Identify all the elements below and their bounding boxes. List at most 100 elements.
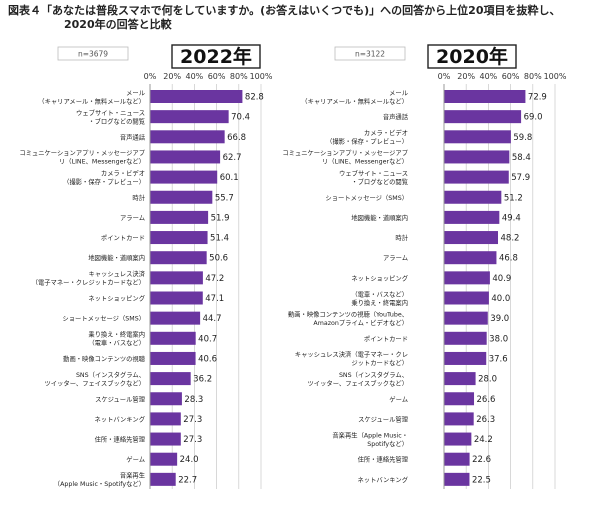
value-label: 47.2 xyxy=(205,274,224,284)
bar xyxy=(444,190,502,204)
bar xyxy=(444,150,510,164)
category-label: ネットバンキング xyxy=(357,475,408,484)
value-label: 51.4 xyxy=(210,234,229,244)
x-tick-label: 100% xyxy=(250,72,273,81)
category-label: SNS（インスタグラム、 xyxy=(339,370,408,379)
value-label: 22.7 xyxy=(178,475,197,485)
value-label: 50.6 xyxy=(209,254,228,264)
bar xyxy=(444,412,474,426)
value-label: 40.7 xyxy=(198,334,217,344)
category-label: （電車・バスなど） xyxy=(351,289,408,298)
bar xyxy=(444,311,488,325)
category-label: SNS（インスタグラム、 xyxy=(76,370,145,379)
bar xyxy=(150,190,213,204)
chart-panel-2022: n=3679 2022年 0% 20% 40% 60% 80% 100% 82.8 メール（キャリ… xyxy=(19,44,273,489)
value-label: 70.4 xyxy=(231,113,250,123)
value-label: 82.8 xyxy=(245,93,264,103)
value-label: 38.0 xyxy=(489,334,508,344)
chart-panel-2020: n=3122 2020年 0% 20% 40% 60% 80% 100% 72.9 メール（キャリ… xyxy=(282,44,567,489)
value-label: 51.9 xyxy=(211,213,230,223)
value-label: 62.7 xyxy=(223,153,242,163)
category-label: ネットショッピング xyxy=(88,294,145,303)
bar xyxy=(150,432,181,446)
x-tick-label: 80% xyxy=(230,72,248,81)
value-label: 27.3 xyxy=(183,415,202,425)
category-label: ツイッター、フェイスブックなど） xyxy=(45,378,146,387)
x-tick-label: 20% xyxy=(457,72,475,81)
figure-title-line2: 2020年の回答と比較 xyxy=(64,18,172,31)
x-tick-label: 20% xyxy=(163,72,181,81)
category-label: ジットカードなど） xyxy=(351,359,408,367)
category-label: 時計 xyxy=(395,233,408,242)
category-label: コミュニケーションアプリ・メッセージアプ xyxy=(19,149,145,157)
value-label: 40.9 xyxy=(492,274,511,284)
figure-title-line1: 図表４「あなたは普段スマホで何をしていますか。(お答えはいくつでも)」への回答か… xyxy=(8,4,561,17)
category-label: キャッシュレス決済 xyxy=(88,269,145,278)
value-label: 27.3 xyxy=(183,435,202,445)
value-label: 39.0 xyxy=(490,314,509,324)
bar xyxy=(150,251,207,265)
x-tick-label: 40% xyxy=(480,72,498,81)
category-label: アラーム xyxy=(383,254,408,262)
bar xyxy=(444,90,526,103)
bar xyxy=(150,170,218,184)
value-label: 40.6 xyxy=(198,354,217,364)
category-label: キャッシュレス決済（電子マネー・クレ xyxy=(295,350,408,359)
n-label: n=3679 xyxy=(78,50,108,59)
bar xyxy=(150,472,176,486)
category-label: 音声通話 xyxy=(120,132,146,141)
value-label: 58.4 xyxy=(512,153,531,163)
category-label: Amazonプライム・ビデオなど） xyxy=(313,318,408,327)
n-label-box xyxy=(334,46,406,61)
bar xyxy=(444,472,470,486)
category-label: ネットバンキング xyxy=(94,414,145,423)
category-label: ・ブログなどの閲覧 xyxy=(351,177,408,186)
value-label: 22.6 xyxy=(472,455,491,465)
x-tick-label: 80% xyxy=(524,72,542,81)
bar xyxy=(444,331,487,345)
bar xyxy=(444,452,470,466)
value-label: 55.7 xyxy=(215,193,234,203)
value-label: 57.9 xyxy=(511,173,530,183)
category-label: 動画・映像コンテンツの視聴 xyxy=(63,354,146,363)
category-label: （キャリアメール・無料メールなど） xyxy=(38,96,145,105)
bar xyxy=(444,251,497,265)
bar xyxy=(444,110,522,124)
value-label: 28.3 xyxy=(184,395,203,405)
category-label: カメラ・ビデオ xyxy=(364,128,408,137)
category-label: スケジュール管理 xyxy=(358,414,409,423)
bar xyxy=(150,331,196,345)
bar xyxy=(444,351,487,365)
x-tick-label: 0% xyxy=(438,72,451,81)
year-title-box xyxy=(427,44,517,69)
value-label: 48.2 xyxy=(501,234,520,244)
n-label: n=3122 xyxy=(355,50,385,59)
category-label: 時計 xyxy=(132,193,145,202)
category-label: ウェブサイト・ニュース xyxy=(339,168,408,177)
value-label: 47.1 xyxy=(205,294,224,304)
bar xyxy=(150,452,178,466)
category-label: 住所・連絡先管理 xyxy=(358,455,409,464)
bar xyxy=(444,130,511,144)
category-label: Spotifyなど） xyxy=(367,440,408,448)
value-label: 69.0 xyxy=(524,113,543,123)
category-label: リ（LINE、Messengerなど） xyxy=(59,158,145,166)
bar xyxy=(444,392,475,406)
value-label: 24.0 xyxy=(180,455,199,465)
category-label: ゲーム xyxy=(126,455,145,464)
category-label: カメラ・ビデオ xyxy=(101,168,145,177)
bar xyxy=(444,271,490,285)
bar xyxy=(444,372,476,386)
category-label: ウェブサイト・ニュース xyxy=(76,108,145,117)
category-label: アラーム xyxy=(120,214,145,222)
bar xyxy=(150,412,181,426)
x-tick-label: 0% xyxy=(144,72,157,81)
value-label: 24.2 xyxy=(474,435,493,445)
bar xyxy=(444,170,509,184)
x-tick-label: 60% xyxy=(208,72,226,81)
bar xyxy=(150,210,209,224)
value-label: 37.6 xyxy=(489,354,508,364)
bar xyxy=(150,130,225,144)
year-title: 2022年 xyxy=(180,45,252,68)
x-tick-label: 60% xyxy=(502,72,520,81)
